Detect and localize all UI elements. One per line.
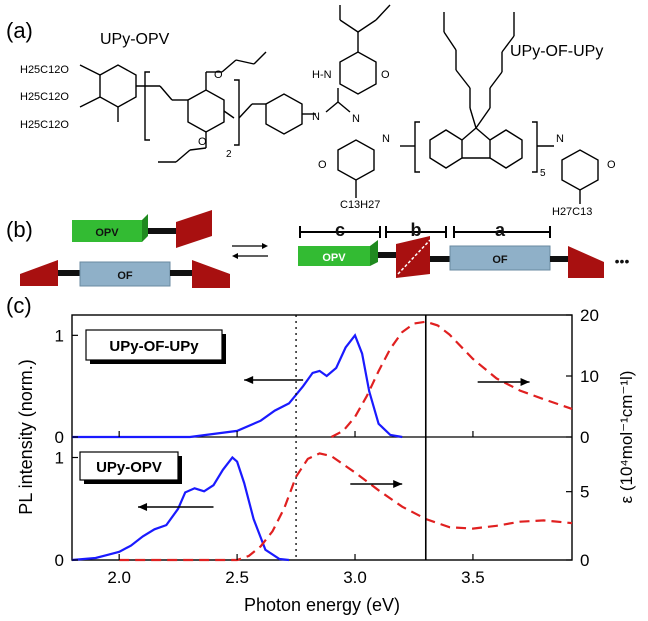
x-tick-label: 3.0 (343, 568, 367, 587)
of-block-right (449, 245, 551, 271)
benzene-ring-1 (99, 64, 137, 108)
right-tick-label: 20 (580, 306, 599, 325)
left-tick-label: 0 (55, 551, 64, 570)
bottom-abs-arrow-head (393, 480, 403, 488)
right-tick-label: 5 (580, 483, 589, 502)
dim-label-a: a (495, 220, 506, 240)
legend-bottom-label: UPy-OPV (96, 459, 162, 476)
x-tick-label: 2.0 (107, 568, 131, 587)
plot-bottom (71, 452, 573, 562)
top-PL-line (72, 333, 403, 439)
pyrimidinone-2 (337, 139, 375, 181)
legend-top: UPy-OF-UPy (85, 329, 226, 364)
oxygen-label-2: O (198, 136, 207, 148)
legend-top-label: UPy-OF-UPy (109, 338, 199, 355)
panel-label-b: (b) (6, 217, 33, 242)
x-tick-label: 2.5 (225, 568, 249, 587)
chain-label-1: H25C12O (20, 64, 69, 76)
nh-label: N (352, 113, 360, 125)
top-abs-arrow-head (520, 378, 530, 386)
pyrimidinone-3 (561, 149, 599, 191)
opv-block-right (298, 246, 370, 266)
bottom-pl-arrow-head (138, 503, 148, 511)
dim-label-c: c (335, 220, 345, 240)
subscript-2: 2 (226, 149, 232, 160)
c13-label-left: C13H27 (340, 199, 380, 211)
pyrimidinone-1 (339, 51, 377, 95)
chain-continuation: ••• (615, 253, 630, 269)
panel-b: (b) OPV OF c b a (6, 210, 629, 288)
nitrogen-label-1: N (312, 111, 320, 123)
c13-label-right: H27C13 (552, 206, 592, 218)
opv-structure (79, 4, 391, 163)
molecule-name-upy-of-upy: UPy-OF-UPy (510, 43, 603, 60)
of-label-left: OF (117, 270, 133, 282)
fluorene-ring-1 (429, 129, 463, 169)
left-tick-label: 1 (55, 449, 64, 468)
chain-label-3: H25C12O (20, 119, 69, 131)
fluorene-ring-2 (489, 129, 523, 169)
panel-label-c: (c) (6, 293, 32, 318)
right-tick-label: 10 (580, 367, 599, 386)
x-tick-label: 3.5 (461, 568, 485, 587)
nitrogen-label-3: N (556, 133, 564, 145)
panel-label-a: (a) (6, 18, 33, 43)
oxygen-label-4: O (318, 159, 327, 171)
benzene-ring-3 (265, 93, 303, 135)
opv-block-left (72, 220, 142, 242)
opv-label-right: OPV (322, 252, 346, 264)
upy-wedge-1 (176, 210, 212, 248)
legend-bottom: UPy-OPV (79, 451, 182, 484)
ylabel-left: PL intensity (norm.) (16, 359, 36, 514)
dim-label-b: b (411, 220, 422, 240)
subscript-5: 5 (540, 168, 546, 179)
of-label-right: OF (492, 254, 508, 266)
hn-label: H-N (312, 69, 332, 81)
ylabel-right: ε (10⁴mol⁻¹cm⁻¹l) (617, 371, 636, 504)
bottom-absorption-line (119, 452, 573, 562)
molecule-name-upy-opv: UPy-OPV (100, 31, 170, 48)
xlabel: Photon energy (eV) (244, 595, 400, 615)
oxygen-label-3: O (381, 69, 390, 81)
upy-wedge-2 (20, 260, 58, 286)
left-tick-label: 1 (55, 326, 64, 345)
top-absorption-line (330, 320, 573, 438)
oxygen-label-1: O (214, 69, 223, 81)
right-tick-label: 0 (580, 428, 589, 447)
upy-wedge-3 (192, 260, 230, 288)
benzene-ring-2 (187, 89, 225, 133)
nitrogen-label-2: N (382, 133, 390, 145)
atom-labels: H25C12O H25C12O H25C12O O O 2 N H-N N O … (20, 64, 616, 218)
upy-wedge-5 (568, 246, 604, 278)
bottom-PL-line (71, 455, 290, 562)
oxygen-label-5: O (607, 159, 616, 171)
left-tick-label: 0 (55, 428, 64, 447)
plot-top (72, 320, 573, 439)
of-block-left (79, 261, 171, 287)
opv-label-left: OPV (95, 227, 119, 239)
of-structure (337, 12, 599, 204)
panel-a: (a) UPy-OPV UPy-OF-UPy (6, 4, 616, 218)
chain-label-2: H25C12O (20, 91, 69, 103)
top-pl-arrow-head (244, 376, 254, 384)
right-tick-label: 0 (580, 551, 589, 570)
